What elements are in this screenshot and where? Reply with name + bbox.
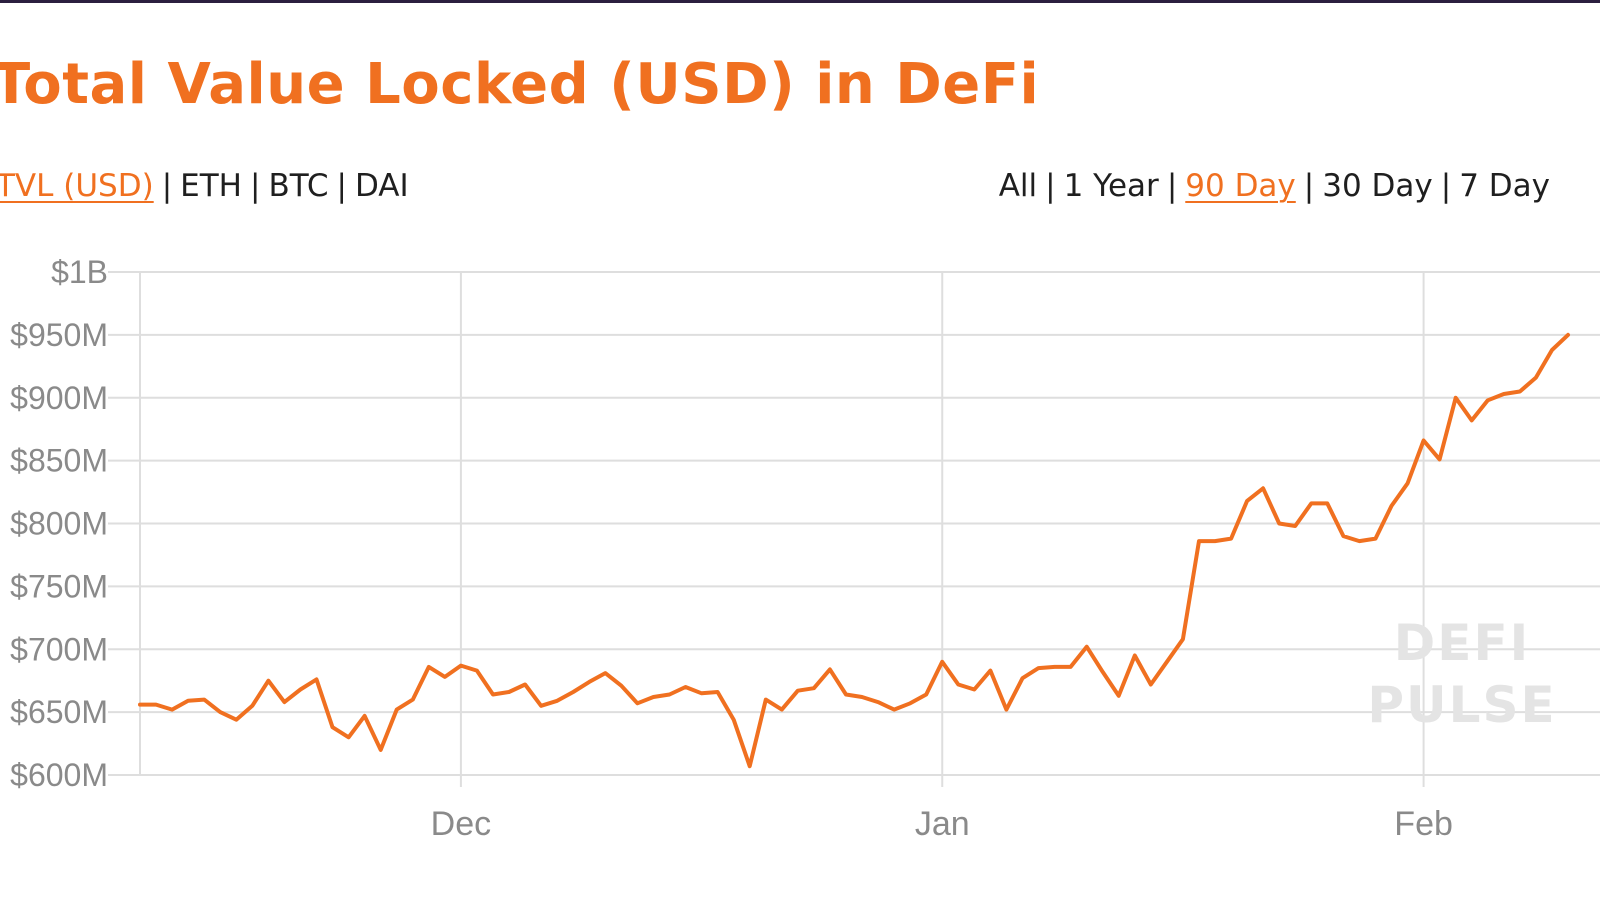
tab-eth[interactable]: ETH: [180, 168, 242, 204]
range-90-day[interactable]: 90 Day: [1185, 168, 1296, 204]
y-tick-label: $600M: [10, 757, 108, 793]
tab-btc[interactable]: BTC: [268, 168, 329, 204]
tab-separator: |: [1303, 168, 1315, 204]
tab-separator: |: [336, 168, 347, 204]
tvl-series-line: [138, 332, 1570, 769]
watermark-line-1: DEFI: [1394, 614, 1530, 672]
tab-separator: |: [250, 168, 261, 204]
x-tick-label: Jan: [915, 805, 970, 843]
range-7-day[interactable]: 7 Day: [1459, 168, 1550, 204]
y-tick-label: $700M: [10, 631, 108, 667]
y-tick-label: $1B: [51, 254, 108, 290]
y-tick-label: $950M: [10, 317, 108, 353]
range-all[interactable]: All: [998, 168, 1038, 204]
metric-tabs: TVL (USD) | ETH | BTC | DAI: [0, 168, 409, 204]
tab-separator: |: [1045, 168, 1056, 204]
x-tick-label: Feb: [1394, 805, 1453, 843]
chart-grid: [108, 271, 1600, 787]
page-title: Total Value Locked (USD) in DeFi: [0, 52, 1040, 117]
tab-separator: |: [1440, 168, 1452, 204]
tab-separator: |: [1166, 168, 1178, 204]
tab-tvl-usd[interactable]: TVL (USD): [0, 168, 154, 204]
range-30-day[interactable]: 30 Day: [1322, 168, 1433, 204]
watermark-line-2: PULSE: [1367, 676, 1556, 734]
y-axis-ticks: $1B $950M $900M $850M $800M $750M $700M $650M $6…: [10, 254, 108, 793]
chart-series: [138, 332, 1570, 769]
top-accent-bar: [0, 0, 1600, 3]
y-tick-label: $650M: [10, 694, 108, 730]
range-1-year[interactable]: 1 Year: [1063, 168, 1159, 204]
y-tick-label: $900M: [10, 380, 108, 416]
tvl-line-chart: DEFI PULSE $1B$950M$900M$850M$800M$750M$…: [10, 254, 1600, 843]
y-tick-label: $850M: [10, 443, 108, 479]
defi-pulse-watermark: DEFI PULSE: [1367, 614, 1556, 734]
tab-separator: |: [161, 168, 173, 204]
y-tick-label: $800M: [10, 506, 108, 542]
x-tick-label: Dec: [431, 805, 491, 843]
y-tick-label: $750M: [10, 568, 108, 604]
x-axis-ticks: Dec Jan Feb: [431, 805, 1453, 843]
tab-dai[interactable]: DAI: [354, 168, 409, 204]
range-tabs: All | 1 Year | 90 Day | 30 Day | 7 Day: [999, 168, 1550, 204]
